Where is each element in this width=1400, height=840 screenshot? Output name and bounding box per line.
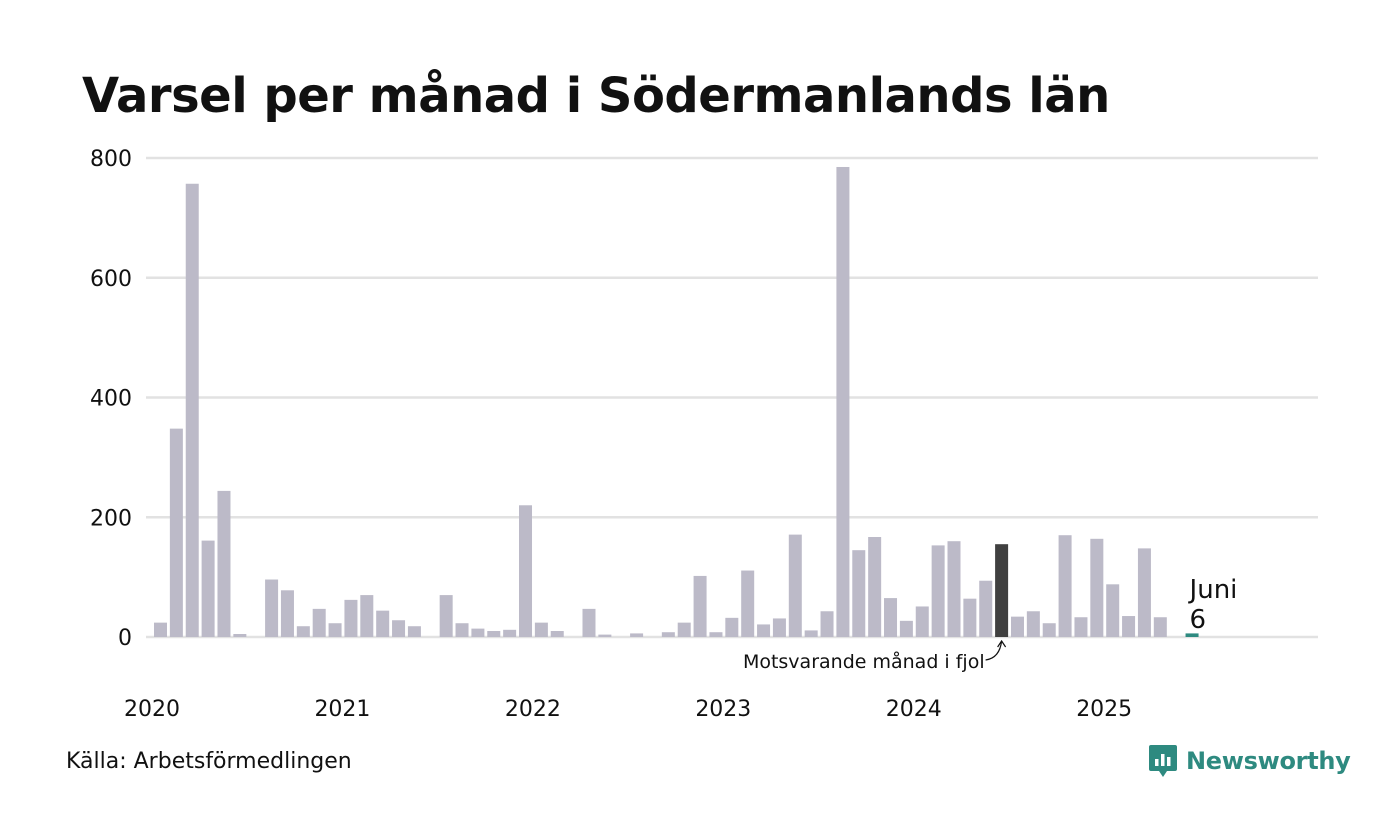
annotation-arrowhead	[997, 639, 1007, 648]
bar-2024-07	[1010, 616, 1024, 637]
bar-2020-09	[280, 590, 294, 637]
x-tick-label: 2022	[505, 697, 561, 722]
bar-chart: 0 200 400 600 800 2020 2021 2022 2023 2024 2025 M…	[90, 147, 1318, 722]
bar-2021-10	[487, 631, 501, 637]
bar-2020-11	[312, 608, 326, 637]
bar-2022-02	[550, 631, 564, 637]
bar-2024-02	[931, 545, 945, 637]
bar-2020-04	[201, 540, 215, 637]
bar-2023-08	[836, 166, 850, 637]
bar-2024-04	[963, 598, 977, 637]
annotation-arrow	[985, 640, 1003, 661]
bar-2020-08	[265, 579, 279, 637]
bar-2022-04	[582, 608, 596, 637]
bar-2021-07	[439, 595, 453, 637]
bar-2021-09	[471, 628, 485, 637]
x-axis-ticks: 2020 2021 2022 2023 2024 2025	[124, 697, 1132, 722]
y-tick-label: 0	[118, 626, 132, 651]
y-axis-ticks: 0 200 400 600 800	[90, 147, 132, 651]
bar-2023-06	[804, 630, 818, 637]
y-tick-label: 600	[90, 267, 132, 292]
bar-2020-06	[233, 634, 247, 637]
x-tick-label: 2025	[1076, 697, 1132, 722]
bar-2020-12	[328, 623, 342, 637]
bar-2020-05	[217, 490, 231, 637]
latest-value-label: 6	[1190, 605, 1207, 635]
x-tick-label: 2021	[314, 697, 370, 722]
bar-2024-05	[979, 580, 993, 637]
bar-2021-02	[360, 595, 374, 637]
brand-name: Newsworthy	[1186, 747, 1351, 775]
y-tick-label: 800	[90, 147, 132, 172]
bar-2022-09	[661, 632, 675, 637]
y-tick-label: 400	[90, 387, 132, 412]
bar-2023-11	[884, 598, 898, 637]
bar-2024-11	[1074, 617, 1088, 637]
bar-2020-10	[296, 626, 310, 637]
bar-2020-02	[169, 428, 183, 637]
x-tick-label: 2020	[124, 697, 180, 722]
bar-2021-03	[376, 610, 390, 637]
annotations: Motsvarande månad i fjol Juni 6	[743, 575, 1237, 673]
y-tick-label: 200	[90, 506, 132, 531]
bar-2023-09	[852, 550, 866, 637]
bar-2025-04	[1153, 617, 1167, 637]
x-tick-label: 2023	[695, 697, 751, 722]
latest-month-label: Juni	[1188, 575, 1238, 605]
bar-2024-09	[1042, 623, 1056, 637]
bar-2023-04	[772, 618, 786, 637]
x-tick-label: 2024	[886, 697, 942, 722]
bar-2020-01	[154, 622, 167, 637]
bar-2024-08	[1026, 611, 1040, 637]
bar-2021-11	[503, 629, 517, 637]
bar-2025-03	[1137, 548, 1151, 637]
bar-2022-07	[630, 633, 644, 637]
bar-2023-07	[820, 611, 834, 637]
bar-2022-05	[598, 634, 612, 637]
bar-2021-12	[519, 505, 533, 637]
bar-2024-12	[1090, 538, 1104, 637]
brand-logo: Newsworthy	[1148, 743, 1351, 779]
source-note: Källa: Arbetsförmedlingen	[66, 749, 352, 774]
bar-2023-12	[899, 620, 913, 637]
bar-2024-10	[1058, 535, 1072, 637]
bar-2025-06	[1185, 633, 1199, 637]
bar-2020-03	[185, 183, 199, 637]
bar-2024-01	[915, 606, 929, 637]
bar-2022-11	[693, 575, 707, 637]
bar-2023-10	[868, 537, 882, 637]
bar-2021-04	[392, 620, 406, 637]
bar-2023-02	[741, 570, 755, 637]
bar-2022-01	[534, 622, 548, 637]
bar-2024-03	[947, 541, 961, 637]
bar-2022-10	[677, 622, 691, 637]
bar-2023-03	[757, 624, 771, 637]
bar-2024-06	[995, 544, 1009, 637]
bar-2025-02	[1122, 616, 1136, 637]
same-month-annotation: Motsvarande månad i fjol	[743, 650, 985, 673]
bar-2022-12	[709, 632, 723, 637]
bar-2021-01	[344, 599, 358, 637]
bar-2023-05	[788, 534, 802, 637]
newsworthy-logo-icon	[1149, 745, 1177, 777]
bar-2023-01	[725, 617, 739, 637]
bars	[154, 166, 1199, 637]
bar-2025-01	[1106, 584, 1120, 637]
bar-2021-05	[407, 626, 421, 637]
bar-2021-08	[455, 623, 469, 637]
chart-title: Varsel per månad i Södermanlands län	[82, 68, 1110, 124]
